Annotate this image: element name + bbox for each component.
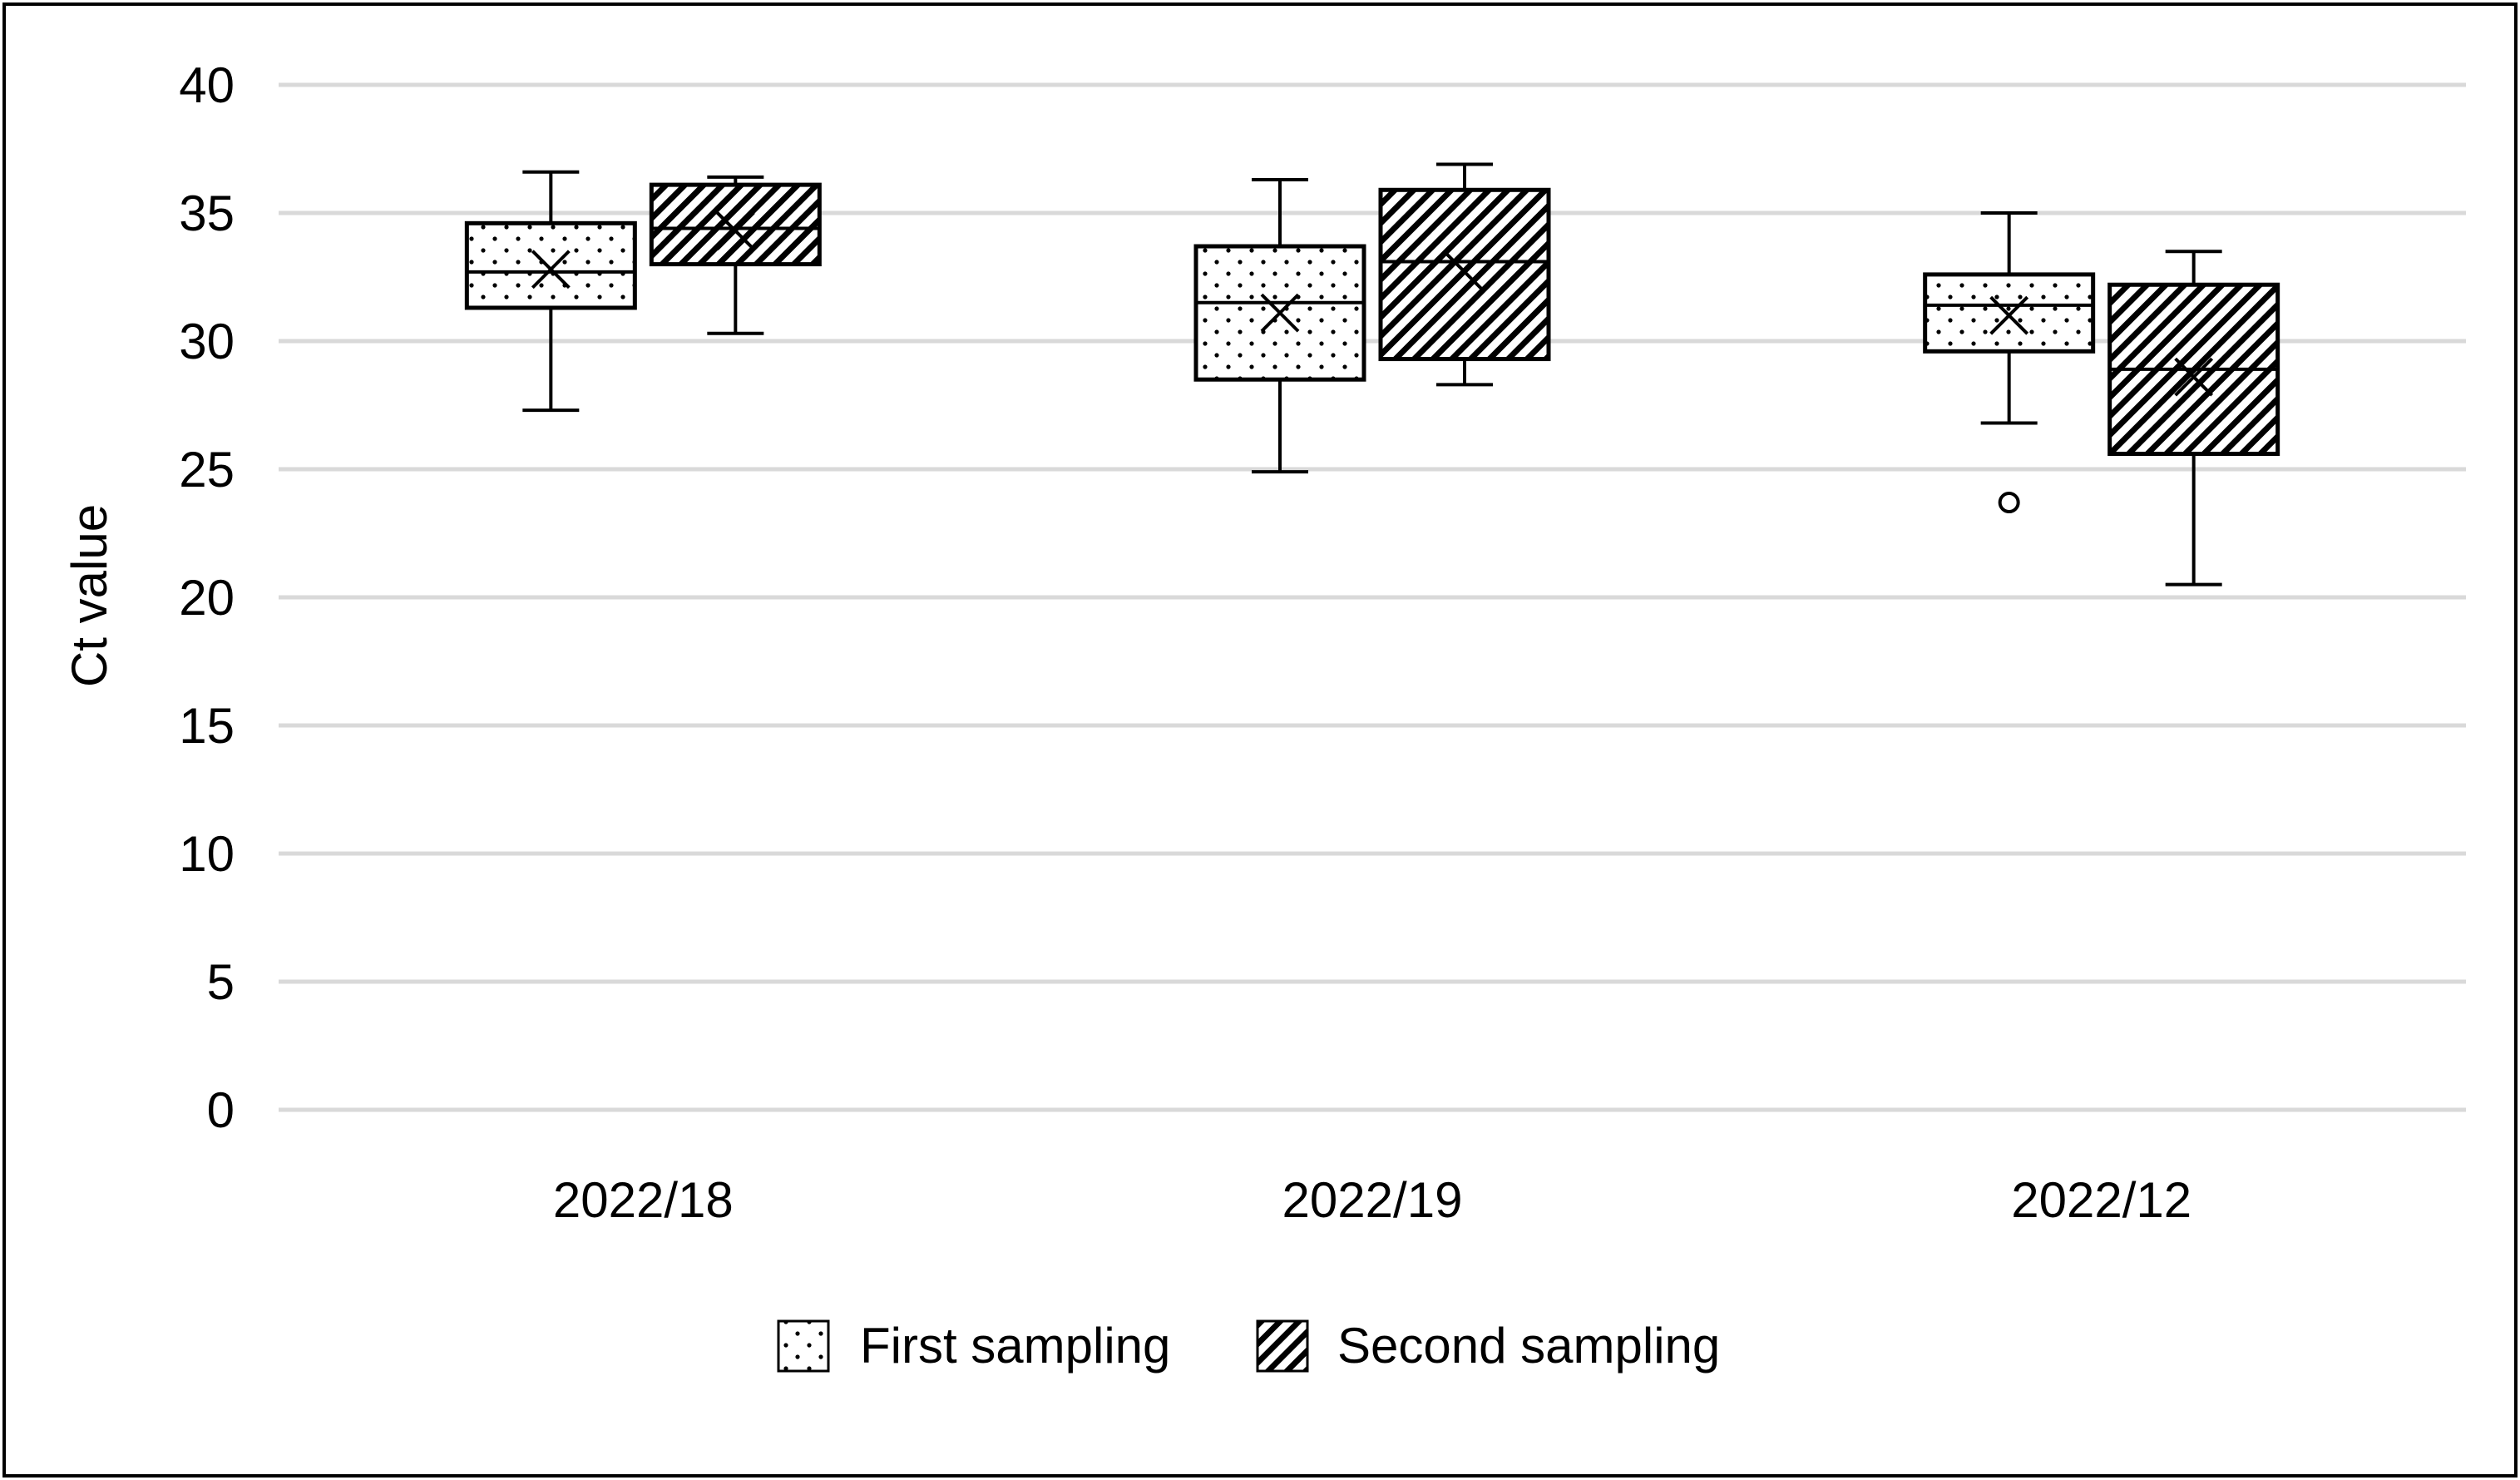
- x-category-label-1: 2022/19: [1282, 1172, 1463, 1228]
- y-tick-label-20: 20: [179, 570, 235, 626]
- legend-swatch-second-sampling: [1256, 1319, 1309, 1373]
- legend-label-second-sampling: Second sampling: [1337, 1318, 1720, 1374]
- box-series-1-cat-1: [1378, 162, 1551, 387]
- y-axis-title: Ct value: [62, 504, 117, 687]
- box-body-series-1-cat-0: [649, 182, 822, 267]
- legend: First sampling Second sampling: [777, 1318, 1720, 1374]
- gridlines: [279, 82, 2466, 984]
- y-axis-tick-labels: 0 5 10 15 20 25 30 35 40: [179, 57, 235, 1138]
- box-body-series-1-cat-1: [1378, 187, 1551, 362]
- x-axis-category-labels: 2022/18 2022/19 2022/12: [553, 1172, 2191, 1228]
- y-tick-label-40: 40: [179, 57, 235, 113]
- y-tick-label-10: 10: [179, 826, 235, 882]
- legend-label-first-sampling: First sampling: [860, 1318, 1170, 1374]
- mean-marker-b-series-1-cat-0: [715, 211, 755, 250]
- legend-swatch-first-sampling: [777, 1319, 830, 1373]
- legend-item-second-sampling: Second sampling: [1256, 1318, 1720, 1374]
- box-series-1-cat-2: [2107, 250, 2280, 587]
- y-tick-label-30: 30: [179, 314, 235, 369]
- y-tick-label-15: 15: [179, 698, 235, 754]
- x-category-label-2: 2022/12: [2011, 1172, 2191, 1228]
- box-plots: [464, 162, 2280, 587]
- y-tick-label-35: 35: [179, 186, 235, 241]
- mean-marker-b-series-1-cat-1: [1445, 252, 1485, 292]
- box-body-series-0-cat-0: [464, 220, 637, 310]
- y-tick-label-5: 5: [207, 954, 235, 1010]
- box-series-1-cat-0: [649, 175, 822, 335]
- mean-marker-b-series-0-cat-0: [531, 250, 571, 290]
- y-tick-label-0: 0: [207, 1082, 235, 1138]
- y-tick-label-25: 25: [179, 442, 235, 497]
- box-series-0-cat-2: [1923, 211, 2096, 514]
- mean-marker-b-series-1-cat-2: [2174, 357, 2214, 397]
- legend-item-first-sampling: First sampling: [777, 1318, 1170, 1374]
- mean-marker-b-series-0-cat-2: [1989, 295, 2029, 335]
- box-body-series-0-cat-2: [1923, 272, 2096, 354]
- mean-marker-b-series-0-cat-1: [1260, 293, 1300, 333]
- box-series-0-cat-1: [1193, 177, 1366, 474]
- outlier-series-0-cat-2-0: [1998, 492, 2020, 514]
- box-series-0-cat-0: [464, 170, 637, 413]
- x-category-label-0: 2022/18: [553, 1172, 734, 1228]
